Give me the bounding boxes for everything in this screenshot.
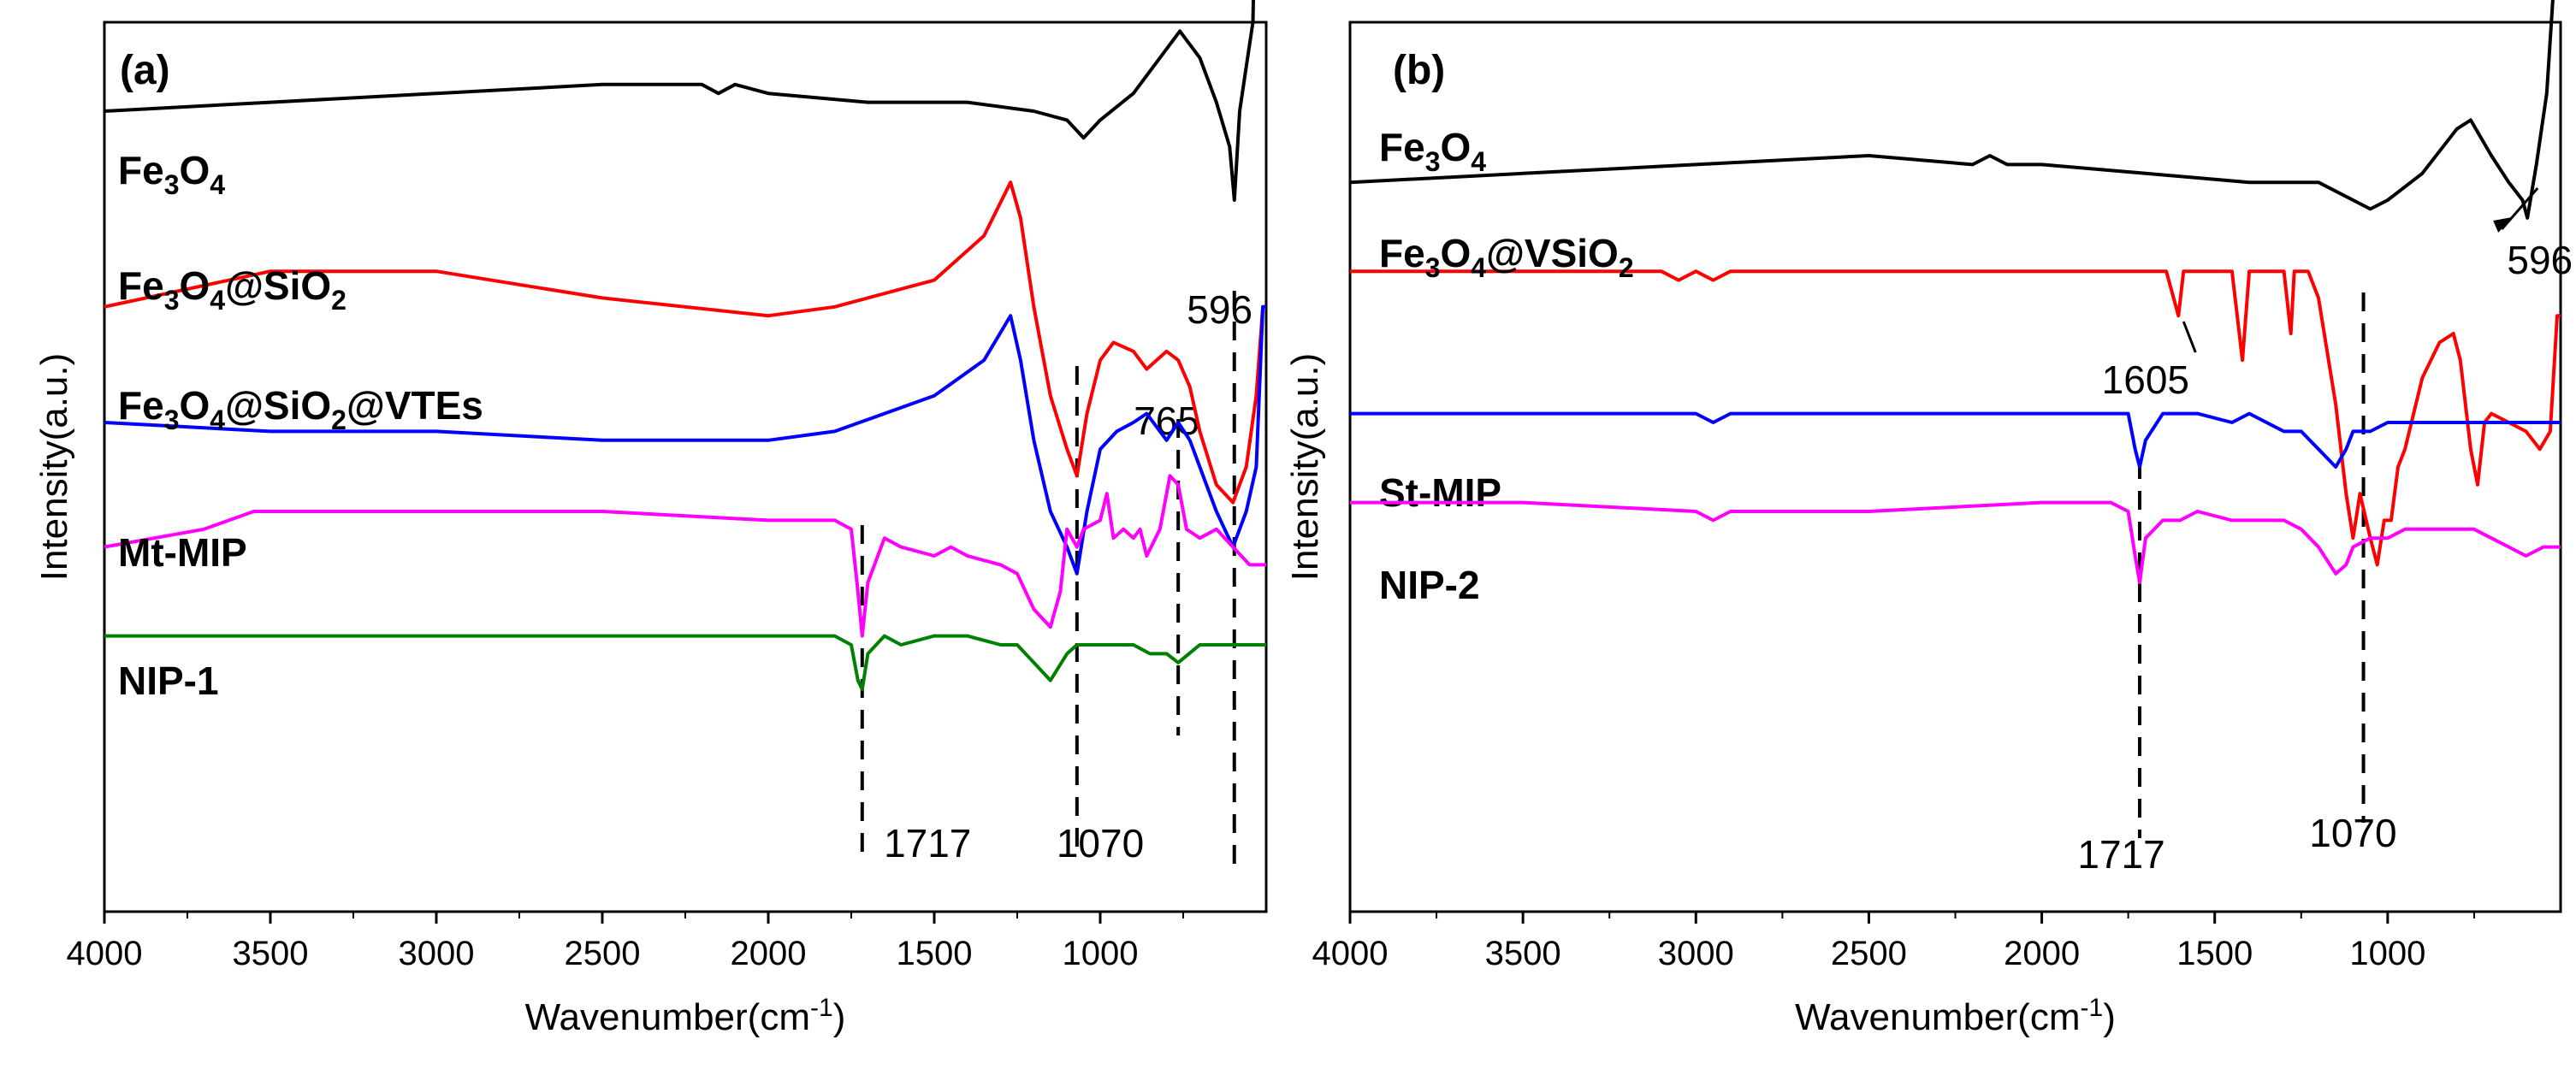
panel-1-series-Fe3O4 — [1349, 0, 2555, 220]
panel-1-xtick-label: 1500 — [2176, 935, 2253, 972]
panel-0-xtick-label: 1000 — [1063, 935, 1139, 972]
panel-0-annotation-1070: 1070 — [1057, 821, 1144, 865]
panel-0-series-label-Fe3O4@SiO2: Fe3O4@SiO2 — [118, 263, 346, 316]
panel-1-series-NIP-2 — [1350, 500, 2561, 585]
panel-0: 4000 3500 3000 2500 2000 1500 1000 Wavenumber(c… — [33, 0, 1268, 1038]
panel-0-xtick-label: 1500 — [897, 935, 973, 972]
panel-1-series-label-Fe3O4: Fe3O4 — [1379, 125, 1486, 177]
panel-1-y-axis-title: Intensity(a.u.) — [1284, 353, 1326, 582]
panel-1-annotation-596: 596 — [2507, 238, 2573, 282]
panel-1-annotation-1605: 1605 — [2102, 357, 2189, 402]
panel-0-series-label-Mt-MIP: Mt-MIP — [118, 530, 247, 575]
panel-1-panel-label: (b) — [1393, 48, 1445, 93]
panel-0-plot-frame — [103, 21, 1268, 913]
panel-1-xtick-label: 2500 — [1831, 935, 1907, 972]
panel-1: 4000 3500 3000 2500 2000 1500 1000 Wavenumber(c… — [1284, 0, 2573, 1038]
panel-0-series-Fe3O4 — [104, 0, 1255, 202]
panel-0-y-axis-title: Intensity(a.u.) — [33, 353, 75, 582]
panel-0-xtick-label: 3500 — [233, 935, 309, 972]
panel-0-series-Fe3O4@SiO2@VTEs — [104, 304, 1266, 576]
panel-0-series-label-Fe3O4: Fe3O4 — [118, 148, 225, 200]
panel-1-xtick-label: 2000 — [2004, 935, 2080, 972]
panel-0-xtick-label: 2000 — [731, 935, 807, 972]
panel-1-series-label-NIP-2: NIP-2 — [1379, 563, 1480, 607]
panel-1-x-axis-title: Wavenumber(cm-1) — [1795, 994, 2116, 1038]
panel-1-series-label-Fe3O4@VSiO2: Fe3O4@VSiO2 — [1379, 231, 1634, 283]
panel-0-x-axis-title: Wavenumber(cm-1) — [525, 994, 846, 1038]
panel-1-arrow-1605 — [2182, 321, 2197, 353]
panel-0-xtick-label: 3000 — [399, 935, 475, 972]
panel-1-series-Fe3O4@VSiO2 — [1350, 269, 2561, 567]
panel-1-xtick-label: 3000 — [1658, 935, 1734, 972]
panel-1-xtick-label: 4000 — [1312, 935, 1389, 972]
panel-0-xtick-label: 2500 — [565, 935, 641, 972]
panel-1-plot-frame — [1348, 21, 2562, 913]
panel-0-annotation-596: 596 — [1187, 287, 1252, 332]
panel-1-series-label-St-MIP: St-MIP — [1379, 470, 1501, 515]
panel-1-annotation-1717: 1717 — [2077, 832, 2164, 877]
panel-0-panel-label: (a) — [120, 48, 170, 93]
panel-0-annotation-1717: 1717 — [884, 821, 971, 865]
panel-0-series-Fe3O4@SiO2 — [104, 180, 1266, 505]
panel-1-xtick-label: 1000 — [2349, 935, 2425, 972]
panel-1-arrowhead-596 — [2493, 217, 2513, 233]
panel-1-annotation-1070: 1070 — [2309, 811, 2396, 855]
panel-0-series-Mt-MIP — [104, 474, 1266, 638]
panel-0-series-label-NIP-1: NIP-1 — [118, 659, 219, 703]
panel-0-series-NIP-1 — [104, 634, 1266, 691]
panel-0-series-label-Fe3O4@SiO2@VTEs: Fe3O4@SiO2@VTEs — [118, 383, 483, 435]
panel-1-xtick-label: 3500 — [1485, 935, 1561, 972]
panel-0-xtick-label: 4000 — [67, 935, 143, 972]
panel-0-annotation-765: 765 — [1134, 399, 1199, 443]
panel-1-series-St-MIP — [1350, 411, 2561, 469]
